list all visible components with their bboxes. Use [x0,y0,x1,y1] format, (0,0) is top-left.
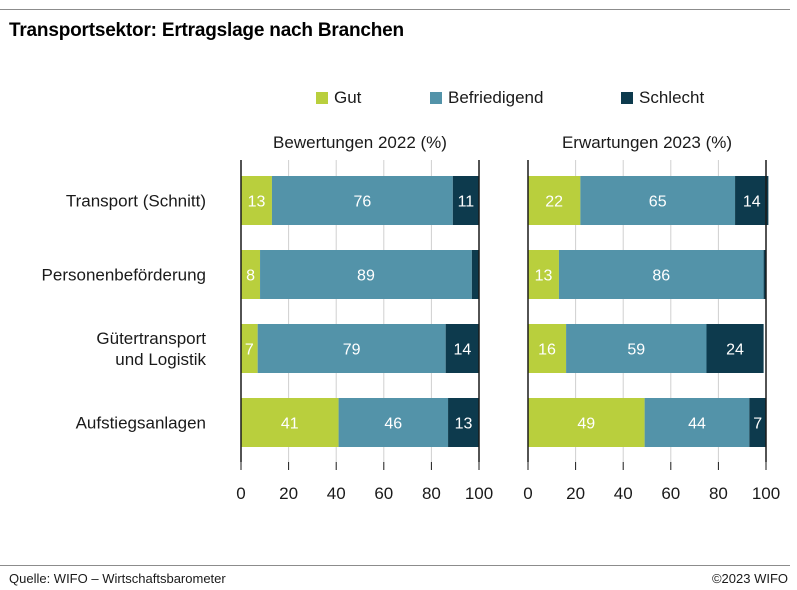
bar-segment-gut [528,250,559,299]
data-label: 16 [538,342,556,359]
bar-segment-gut [528,398,645,447]
x-tick-label: 0 [523,484,532,503]
top-rule [0,9,790,10]
legend-swatch-befriedigend [430,92,442,104]
data-label: 22 [545,194,563,211]
data-label: 24 [726,342,744,359]
x-tick-label: 40 [614,484,633,503]
bar-segment-befriedigend [558,250,764,299]
bar-segment-befriedigend [271,176,453,225]
x-tick-label: 60 [661,484,680,503]
x-tick-label: 80 [709,484,728,503]
x-tick-label: 20 [279,484,298,503]
data-label: 46 [384,416,402,433]
bar-segment-befriedigend [580,176,736,225]
bottom-rule [0,565,790,566]
data-label: 76 [353,194,371,211]
bar-segment-schlecht [445,324,479,373]
data-label: 44 [688,416,706,433]
legend-item-befriedigend: Befriedigend [430,88,543,108]
bar-segment-gut [528,324,567,373]
chart-title: Transportsektor: Ertragslage nach Branch… [9,20,404,41]
bar-segment-schlecht [448,398,479,447]
category-label: Transport (Schnitt) [66,192,206,211]
data-label: 14 [743,194,761,211]
data-label: 7 [753,416,762,433]
source-note: Quelle: WIFO – Wirtschaftsbarometer [9,571,226,586]
legend-item-schlecht: Schlecht [621,88,704,108]
bar-segment-schlecht [763,250,766,299]
bar-segment-schlecht [706,324,764,373]
data-label: 65 [649,194,667,211]
legend-label-schlecht: Schlecht [639,88,705,107]
panel-title: Erwartungen 2023 (%) [562,133,732,152]
bar-segment-befriedigend [566,324,707,373]
data-label: 41 [281,416,299,433]
bar-segment-schlecht [471,250,479,299]
legend-swatch-gut [316,92,328,104]
category-label: und Logistik [115,350,206,369]
x-tick-label: 20 [566,484,585,503]
x-tick-label: 100 [752,484,780,503]
bar-segment-befriedigend [260,250,472,299]
legend-label-befriedigend: Befriedigend [448,88,544,107]
copyright-note: ©2023 WIFO [711,571,788,586]
data-label: 13 [535,268,553,285]
bar-segment-gut [241,176,272,225]
bar-segment-schlecht [452,176,479,225]
data-label: 79 [343,342,361,359]
bar-segment-befriedigend [338,398,449,447]
bar-segment-gut [241,250,261,299]
data-label: 86 [652,268,670,285]
data-label: 13 [248,194,266,211]
legend: Gut Befriedigend Schlecht [0,88,797,110]
data-label: 14 [453,342,471,359]
bar-segment-gut [241,398,339,447]
x-tick-label: 40 [327,484,346,503]
bar-segment-gut [241,324,258,373]
category-label: Aufstiegsanlagen [76,414,206,433]
legend-swatch-schlecht [621,92,633,104]
data-label: 13 [455,416,473,433]
bar-segment-schlecht [735,176,769,225]
legend-item-gut: Gut [316,88,361,108]
category-label: Personenbeförderung [42,266,206,285]
data-label: 8 [246,268,255,285]
data-label: 59 [627,342,645,359]
data-label: 7 [245,342,254,359]
bar-segment-befriedigend [644,398,750,447]
data-label: 49 [577,416,595,433]
x-tick-label: 0 [236,484,245,503]
data-label: 11 [458,194,475,211]
category-label: Gütertransport [96,329,206,348]
bar-segment-befriedigend [257,324,446,373]
bar-segment-gut [528,176,581,225]
x-tick-label: 60 [374,484,393,503]
data-label: 89 [357,268,375,285]
x-tick-label: 80 [422,484,441,503]
x-tick-label: 100 [465,484,493,503]
panel-title: Bewertungen 2022 (%) [273,133,447,152]
legend-label-gut: Gut [334,88,362,107]
bar-segment-schlecht [749,398,766,447]
